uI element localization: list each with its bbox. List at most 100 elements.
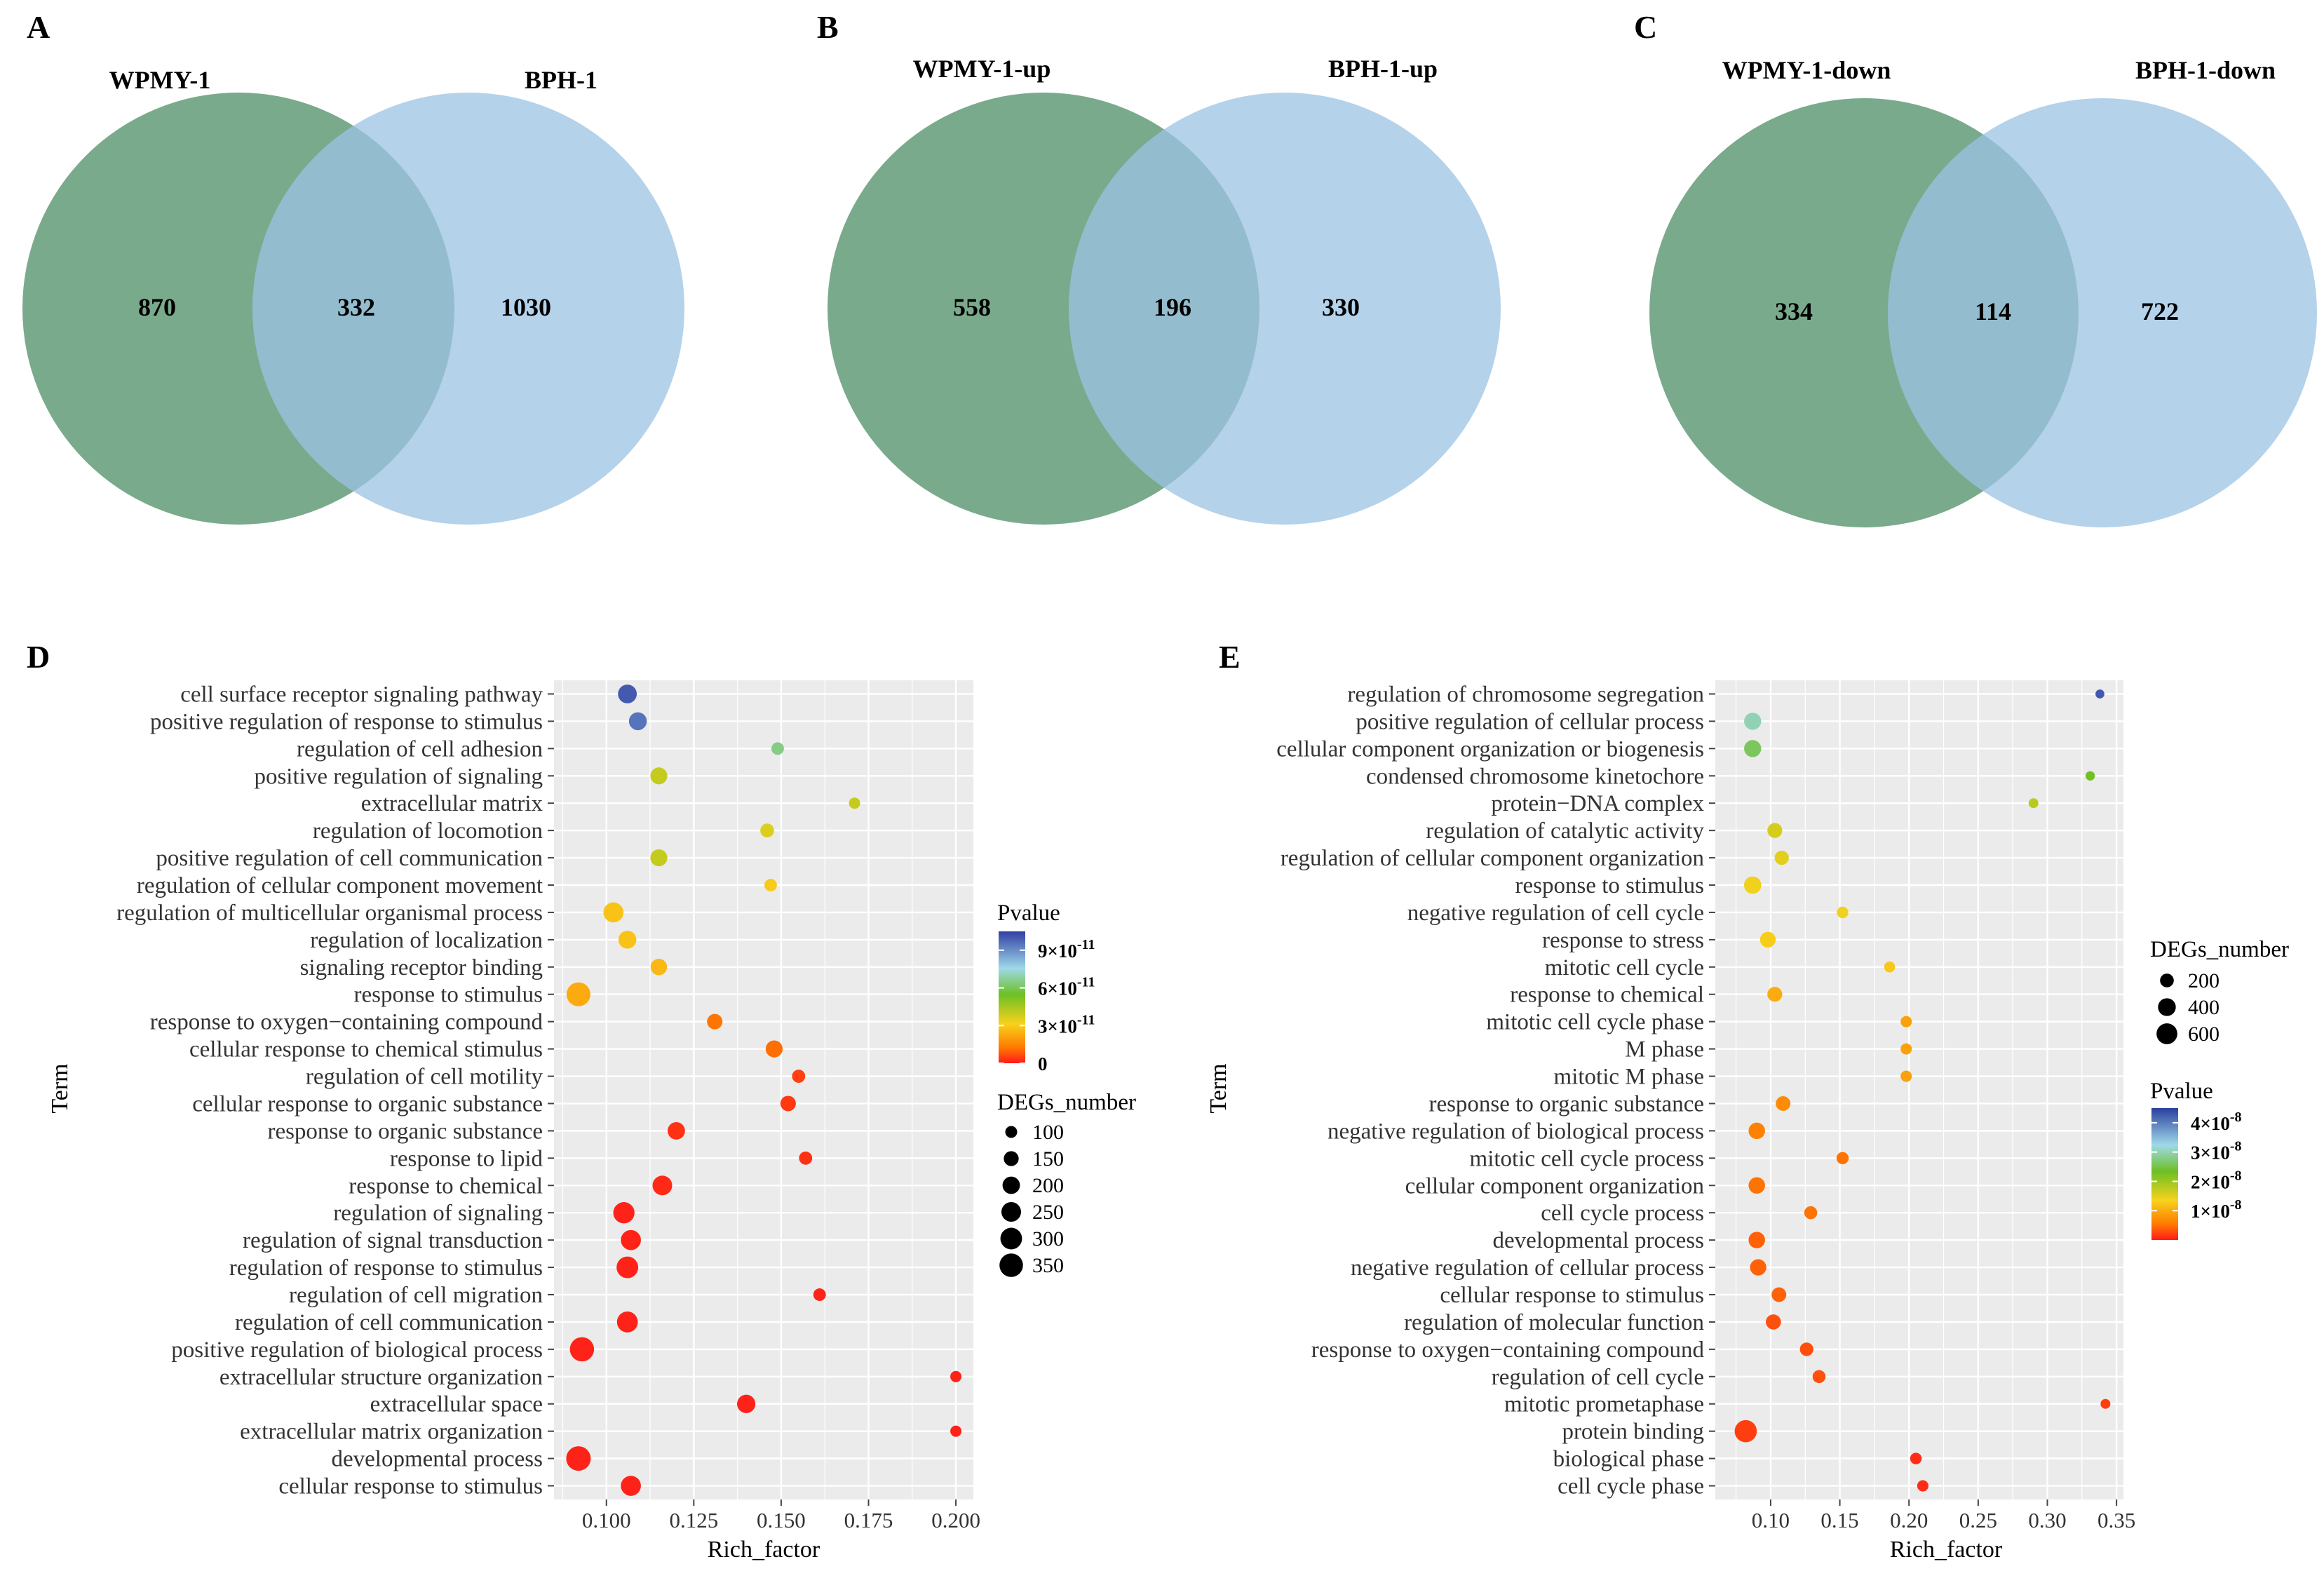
panel-letter-e: E (1219, 639, 1241, 675)
chart-e-size-legend-title: DEGs_number (2150, 937, 2289, 962)
size-legend-label: 200 (1032, 1174, 1064, 1197)
term-label: positive regulation of signaling (254, 764, 543, 789)
term-label: protein binding (1562, 1420, 1704, 1445)
data-point (799, 1151, 813, 1165)
venn-a: A WPMY-1 BPH-1 870 332 1030 (22, 9, 684, 525)
term-label: cell surface receptor signaling pathway (180, 682, 543, 707)
data-point (1734, 1420, 1757, 1443)
colorbar-tick-label: 4×10-8 (2191, 1110, 2242, 1134)
venn-b: B WPMY-1-up BPH-1-up 558 196 330 (817, 9, 1501, 525)
size-legend-dot (1001, 1201, 1022, 1222)
x-tick-label: 0.175 (844, 1508, 893, 1532)
term-label: cellular component organization or bioge… (1276, 736, 1704, 762)
x-tick-label: 0.35 (2097, 1508, 2135, 1532)
term-label: response to lipid (390, 1146, 543, 1171)
term-label: protein−DNA complex (1491, 791, 1704, 816)
size-legend-dot (1002, 1176, 1020, 1194)
term-label: regulation of multicellular organismal p… (116, 901, 543, 926)
chart-e-color-legend-title: Pvalue (2150, 1079, 2213, 1104)
size-legend-label: 350 (1032, 1254, 1064, 1277)
chart-e-gridlines (1715, 680, 2123, 1499)
data-point (849, 797, 860, 809)
term-label: regulation of response to stimulus (229, 1255, 543, 1281)
data-point (1799, 1342, 1813, 1356)
data-point (2085, 771, 2095, 781)
term-label: cell cycle process (1541, 1201, 1704, 1226)
panel-letter-c: C (1634, 9, 1657, 45)
data-point (1884, 962, 1896, 973)
chart-e: E regulation of chromosome segregationpo… (1205, 639, 2289, 1563)
venn-c-right-label: BPH-1-down (2135, 56, 2276, 84)
term-label: regulation of localization (310, 928, 543, 953)
term-label: regulation of signal transduction (243, 1228, 543, 1253)
data-point (621, 1476, 641, 1496)
data-point (771, 742, 784, 755)
term-label: negative regulation of cell cycle (1407, 901, 1704, 926)
term-label: regulation of signaling (333, 1201, 543, 1226)
size-legend-label: 300 (1032, 1227, 1064, 1250)
data-point (1748, 1122, 1765, 1140)
chart-d-term-labels: cell surface receptor signaling pathwayp… (116, 682, 554, 1499)
term-label: response to stress (1542, 928, 1704, 953)
size-legend-label: 250 (1032, 1201, 1064, 1224)
data-point (1837, 906, 1849, 919)
x-tick-label: 0.15 (1820, 1508, 1858, 1532)
x-tick-label: 0.125 (669, 1508, 718, 1532)
data-point (628, 712, 647, 731)
venn-a-right-circle (252, 93, 684, 525)
term-label: response to stimulus (1515, 873, 1705, 898)
term-label: response to stimulus (354, 983, 543, 1008)
term-label: mitotic cell cycle (1545, 955, 1704, 980)
chart-d-colorbar (999, 931, 1025, 1063)
chart-e-term-labels: regulation of chromosome segregationposi… (1276, 682, 1715, 1499)
term-label: positive regulation of response to stimu… (150, 709, 543, 734)
data-point (950, 1425, 962, 1437)
x-tick-label: 0.100 (582, 1508, 631, 1532)
venn-c-right-count: 722 (2141, 297, 2179, 325)
data-point (1900, 1016, 1912, 1027)
data-point (1748, 1177, 1765, 1194)
term-label: cellular component organization (1405, 1173, 1704, 1199)
term-label: condensed chromosome kinetochore (1366, 764, 1704, 789)
data-point (1900, 1043, 1912, 1055)
data-point (760, 823, 774, 837)
term-label: regulation of locomotion (313, 818, 543, 844)
term-label: extracellular matrix (361, 791, 543, 816)
term-label: positive regulation of cell communicatio… (156, 846, 543, 871)
data-point (1743, 876, 1762, 894)
term-label: regulation of catalytic activity (1426, 818, 1704, 844)
term-label: response to chemical (1510, 983, 1704, 1008)
term-label: response to organic substance (267, 1119, 543, 1144)
term-label: cellular response to organic substance (192, 1091, 543, 1117)
venn-b-left-label: WPMY-1-up (913, 55, 1051, 83)
term-label: mitotic cell cycle phase (1486, 1010, 1704, 1035)
chart-d-size-legend-items: 100 150 200 250 300 350 (999, 1121, 1064, 1277)
data-point (780, 1095, 796, 1112)
data-point (603, 902, 624, 923)
x-tick-label: 0.30 (2028, 1508, 2066, 1532)
venn-b-right-circle (1069, 93, 1501, 525)
term-label: regulation of cell adhesion (297, 736, 543, 762)
data-point (616, 1312, 638, 1333)
data-point (813, 1288, 826, 1301)
term-label: signaling receptor binding (300, 955, 543, 980)
term-label: response to oxygen−containing compound (1311, 1337, 1705, 1363)
data-point (737, 1394, 756, 1413)
data-point (1776, 1095, 1791, 1111)
chart-d-x-ticks: 0.100 0.125 0.150 0.175 0.200 (582, 1499, 980, 1532)
chart-d-y-axis-title: Term (47, 1063, 73, 1113)
size-legend-dot (2156, 1023, 2177, 1044)
data-point (1767, 823, 1783, 838)
term-label: mitotic prometaphase (1504, 1392, 1704, 1417)
chart-d-color-legend-title: Pvalue (997, 901, 1060, 926)
venn-b-left-count: 558 (953, 293, 991, 321)
colorbar-tick-label: 3×10-11 (1038, 1012, 1095, 1037)
chart-e-colorbar (2151, 1108, 2178, 1240)
x-tick-label: 0.150 (757, 1508, 806, 1532)
term-label: extracellular structure organization (219, 1365, 543, 1390)
size-legend-dot (2158, 998, 2176, 1016)
venn-b-right-label: BPH-1-up (1328, 55, 1438, 83)
colorbar-tick-label: 6×10-11 (1038, 975, 1095, 999)
data-point (1767, 987, 1783, 1002)
term-label: cellular response to chemical stimulus (189, 1037, 543, 1063)
